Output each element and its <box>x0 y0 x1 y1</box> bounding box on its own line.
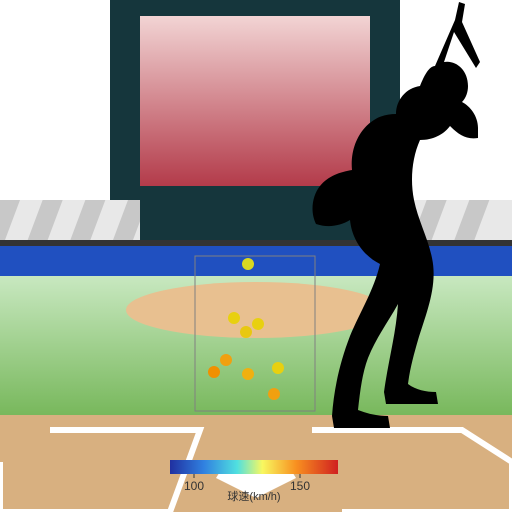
pitch-marker <box>228 312 240 324</box>
outfield-fence <box>0 246 512 276</box>
scoreboard-screen <box>140 16 370 186</box>
colorbar-label: 球速(km/h) <box>227 489 280 503</box>
pitch-marker <box>272 362 284 374</box>
pitch-marker <box>240 326 252 338</box>
pitch-marker <box>252 318 264 330</box>
pitch-location-chart: 100 150 球速(km/h) <box>0 0 512 512</box>
colorbar-tick-label: 150 <box>290 479 310 493</box>
colorbar-tick-label: 100 <box>184 479 204 493</box>
velocity-colorbar <box>170 460 338 474</box>
pitch-marker <box>220 354 232 366</box>
outfield-wall <box>0 240 512 246</box>
pitch-marker <box>268 388 280 400</box>
pitch-marker <box>242 258 254 270</box>
pitch-marker <box>242 368 254 380</box>
pitch-marker <box>208 366 220 378</box>
